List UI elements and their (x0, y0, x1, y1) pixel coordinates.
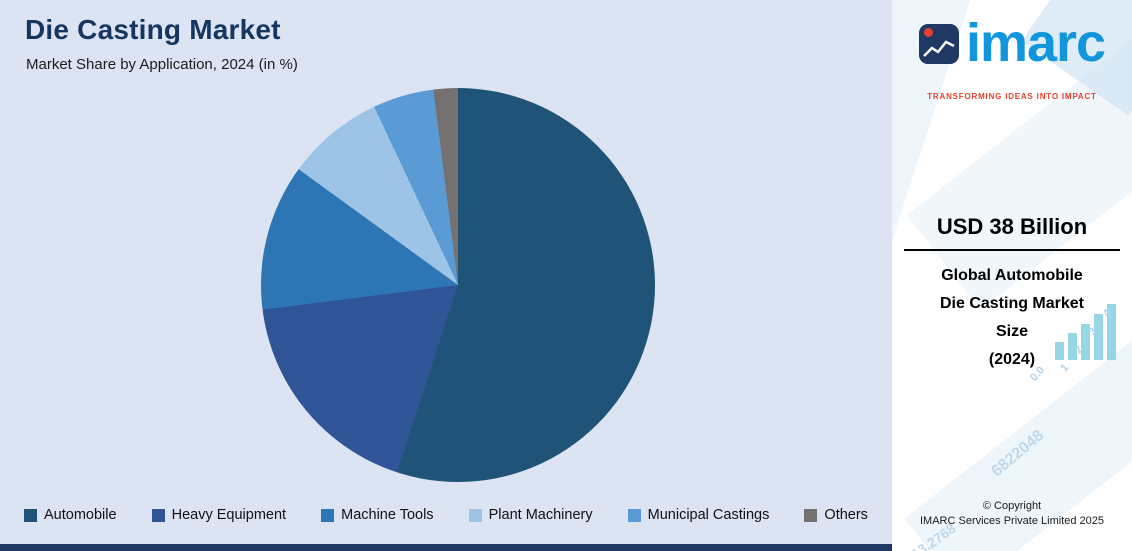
metric-label: Global Automobile Die Casting Market Siz… (892, 262, 1132, 374)
metric-underline (904, 249, 1120, 251)
legend-item-automobile: Automobile (24, 507, 117, 523)
legend: Automobile Heavy Equipment Machine Tools… (0, 507, 892, 523)
imarc-logo-chart-icon (918, 24, 959, 64)
imarc-logo: imarc (892, 12, 1132, 74)
legend-label: Plant Machinery (488, 507, 593, 523)
legend-label: Others (824, 507, 868, 523)
metric-value: USD 38 Billion (936, 214, 1088, 239)
chart-subtitle: Market Share by Application, 2024 (in %) (26, 56, 298, 73)
legend-label: Automobile (44, 507, 117, 523)
legend-swatch (804, 508, 818, 522)
copyright-line: IMARC Services Private Limited 2025 (919, 515, 1104, 527)
legend-swatch (321, 508, 335, 522)
legend-item-heavy-equipment: Heavy Equipment (151, 507, 287, 523)
watermark-number: 6822048 (988, 427, 1048, 481)
logo-tagline: TRANSFORMING IDEAS INTO IMPACT (927, 92, 1097, 101)
metric-label-line: Size (995, 323, 1028, 340)
legend-swatch (468, 508, 482, 522)
chart-area: Die Casting Market Market Share by Appli… (0, 14, 892, 551)
legend-item-others: Others (804, 507, 868, 523)
metric-label-line: Die Casting Market (939, 295, 1085, 312)
chart-line-icon (923, 40, 955, 57)
legend-swatch (627, 508, 641, 522)
chart-title: Die Casting Market (25, 14, 281, 45)
legend-label: Machine Tools (341, 507, 434, 523)
imarc-wordmark: imarc (965, 13, 1106, 73)
copyright-line: © Copyright (982, 500, 1042, 512)
metric-label-line: (2024) (988, 351, 1036, 368)
side-panel: 0.0 1 2 3 4 6822048 13.2768 imarc TRANSF… (892, 0, 1132, 551)
legend-label: Municipal Castings (647, 507, 770, 523)
copyright: © Copyright IMARC Services Private Limit… (892, 499, 1132, 529)
legend-item-municipal-castings: Municipal Castings (627, 507, 770, 523)
legend-label: Heavy Equipment (171, 507, 287, 523)
bottom-accent-bar (0, 544, 892, 551)
logo-red-dot-icon (923, 28, 933, 37)
legend-item-plant-machinery: Plant Machinery (468, 507, 593, 523)
metric-label-line: Global Automobile (941, 267, 1083, 284)
pie-chart (261, 88, 655, 482)
legend-item-machine-tools: Machine Tools (321, 507, 434, 523)
legend-swatch (24, 508, 37, 522)
legend-swatch (151, 508, 165, 522)
